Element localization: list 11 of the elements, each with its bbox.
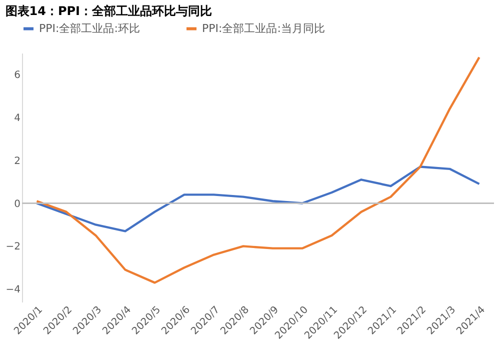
y-tick-label: 0 bbox=[14, 198, 20, 210]
line-series bbox=[36, 166, 480, 232]
y-tick-label: −4 bbox=[6, 284, 20, 296]
y-tick-label: 4 bbox=[14, 112, 20, 124]
legend-label: PPI:全部工业品:当月同比 bbox=[202, 22, 325, 35]
legend-label: PPI:全部工业品:环比 bbox=[39, 22, 140, 35]
chart-title: 图表14：PPI：全部工业品环比与同比 bbox=[5, 4, 212, 18]
y-tick-label: 2 bbox=[14, 156, 20, 167]
y-tick-label: −2 bbox=[6, 242, 20, 253]
y-tick-label: 6 bbox=[14, 70, 20, 81]
line-series bbox=[36, 56, 480, 284]
